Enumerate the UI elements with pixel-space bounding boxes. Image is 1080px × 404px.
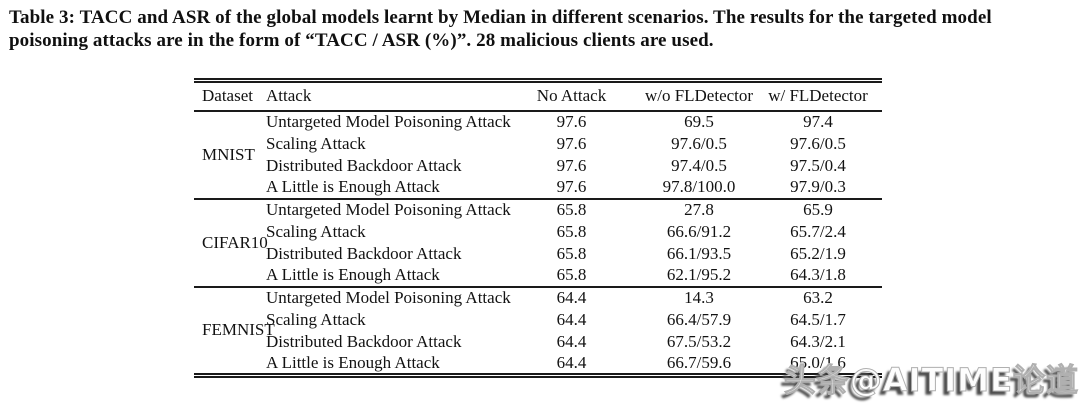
table-row: Distributed Backdoor Attack 64.4 67.5/53.2…: [194, 331, 882, 353]
no-attack-cell: 64.4: [556, 309, 587, 329]
tacc-asr-table: Dataset Attack No Attack w/o FLDetector …: [194, 78, 882, 378]
header-row: Dataset Attack No Attack w/o FLDetector …: [194, 81, 882, 111]
dataset-cell: FEMNIST: [202, 320, 275, 339]
table-row: Distributed Backdoor Attack 97.6 97.4/0.5 9…: [194, 155, 882, 177]
wo-fldetector-cell: 97.6/0.5: [671, 133, 727, 153]
no-attack-cell: 97.6: [556, 177, 587, 196]
attack-cell: Untargeted Model Poisoning Attack: [266, 200, 511, 219]
dataset-cell: CIFAR10: [202, 232, 268, 252]
no-attack-cell: 65.8: [556, 265, 587, 284]
no-attack-cell: 97.6: [556, 133, 587, 153]
no-attack-cell: 65.8: [556, 221, 587, 241]
wo-fldetector-cell: 66.7/59.6: [666, 352, 732, 372]
wo-fldetector-cell: 67.5/53.2: [666, 331, 732, 351]
column-header-wo-fldetector: w/o FLDetector: [644, 86, 754, 106]
w-fldetector-cell: 97.5/0.4: [790, 155, 846, 175]
w-fldetector-cell: 65.9: [803, 200, 833, 219]
attack-cell: A Little is Enough Attack: [266, 352, 440, 372]
attack-cell: A Little is Enough Attack: [266, 265, 440, 284]
w-fldetector-cell: 65.0/1.6: [790, 352, 846, 372]
wo-fldetector-cell: 97.8/100.0: [662, 177, 736, 196]
no-attack-cell: 65.8: [556, 243, 587, 263]
w-fldetector-cell: 64.3/1.8: [790, 265, 846, 284]
w-fldetector-cell: 63.2: [803, 288, 833, 307]
w-fldetector-cell: 65.2/1.9: [790, 243, 846, 263]
attack-cell: A Little is Enough Attack: [266, 177, 440, 196]
no-attack-cell: 65.8: [556, 200, 587, 219]
w-fldetector-cell: 64.5/1.7: [790, 309, 846, 329]
table-row: A Little is Enough Attack 64.4 66.7/59.6 65…: [194, 353, 882, 376]
column-header-no-attack: No Attack: [536, 86, 607, 106]
attack-cell: Untargeted Model Poisoning Attack: [266, 288, 511, 307]
column-header-w-fldetector: w/ FLDetector: [768, 86, 868, 106]
attack-cell: Scaling Attack: [266, 309, 366, 329]
dataset-cell: MNIST: [202, 144, 255, 164]
attack-cell: Distributed Backdoor Attack: [266, 243, 462, 263]
table-body: MNIST Untargeted Model Poisoning Attack 97…: [194, 111, 882, 376]
table-row: CIFAR10 Untargeted Model Poisoning Attack…: [194, 198, 882, 252]
wo-fldetector-cell: 69.5: [684, 112, 714, 131]
attack-cell: Distributed Backdoor Attack: [266, 155, 462, 175]
attack-cell: Distributed Backdoor Attack: [266, 331, 462, 351]
w-fldetector-cell: 64.3/2.1: [790, 331, 846, 351]
wo-fldetector-cell: 66.6/91.2: [666, 221, 732, 241]
no-attack-cell: 64.4: [556, 288, 587, 307]
wo-fldetector-cell: 66.4/57.9: [666, 309, 732, 329]
no-attack-cell: 97.6: [556, 155, 587, 175]
watermark: 头条@AITIME论道: [783, 361, 1079, 400]
column-header-dataset: Dataset: [202, 86, 253, 106]
wo-fldetector-cell: 27.8: [684, 200, 714, 219]
table-row: FEMNIST Untargeted Model Poisoning Attack…: [194, 286, 882, 339]
w-fldetector-cell: 65.7/2.4: [790, 221, 846, 241]
w-fldetector-cell: 97.4: [803, 112, 833, 131]
w-fldetector-cell: 97.9/0.3: [790, 177, 846, 196]
table-caption: Table 3: TACC and ASR of the global mode…: [9, 7, 992, 51]
table-row: MNIST Untargeted Model Poisoning Attack 97…: [194, 111, 882, 164]
wo-fldetector-cell: 66.1/93.5: [666, 243, 732, 263]
wo-fldetector-cell: 14.3: [684, 288, 714, 307]
no-attack-cell: 64.4: [556, 331, 587, 351]
no-attack-cell: 97.6: [556, 112, 587, 131]
column-header-attack: Attack: [266, 86, 312, 106]
table-row: A Little is Enough Attack 97.6 97.8/100.0 9…: [194, 177, 882, 199]
w-fldetector-cell: 97.6/0.5: [790, 133, 846, 153]
attack-cell: Scaling Attack: [266, 133, 366, 153]
table-row: Scaling Attack 64.4 66.4/57.9 64.5/1.7: [194, 309, 882, 331]
wo-fldetector-cell: 62.1/95.2: [666, 265, 732, 284]
table-row: Scaling Attack 97.6 97.6/0.5 97.6/0.5: [194, 133, 882, 155]
table-row: A Little is Enough Attack 65.8 62.1/95.2 64…: [194, 265, 882, 287]
no-attack-cell: 64.4: [556, 352, 587, 372]
results-table: Dataset Attack No Attack w/o FLDetector …: [194, 78, 882, 378]
wo-fldetector-cell: 97.4/0.5: [671, 155, 727, 175]
attack-cell: Scaling Attack: [266, 221, 366, 241]
table-row: Scaling Attack 65.8 66.6/91.2 65.7/2.4: [194, 221, 882, 243]
attack-cell: Untargeted Model Poisoning Attack: [266, 112, 511, 131]
table-row: Distributed Backdoor Attack 65.8 66.1/93.5…: [194, 243, 882, 265]
